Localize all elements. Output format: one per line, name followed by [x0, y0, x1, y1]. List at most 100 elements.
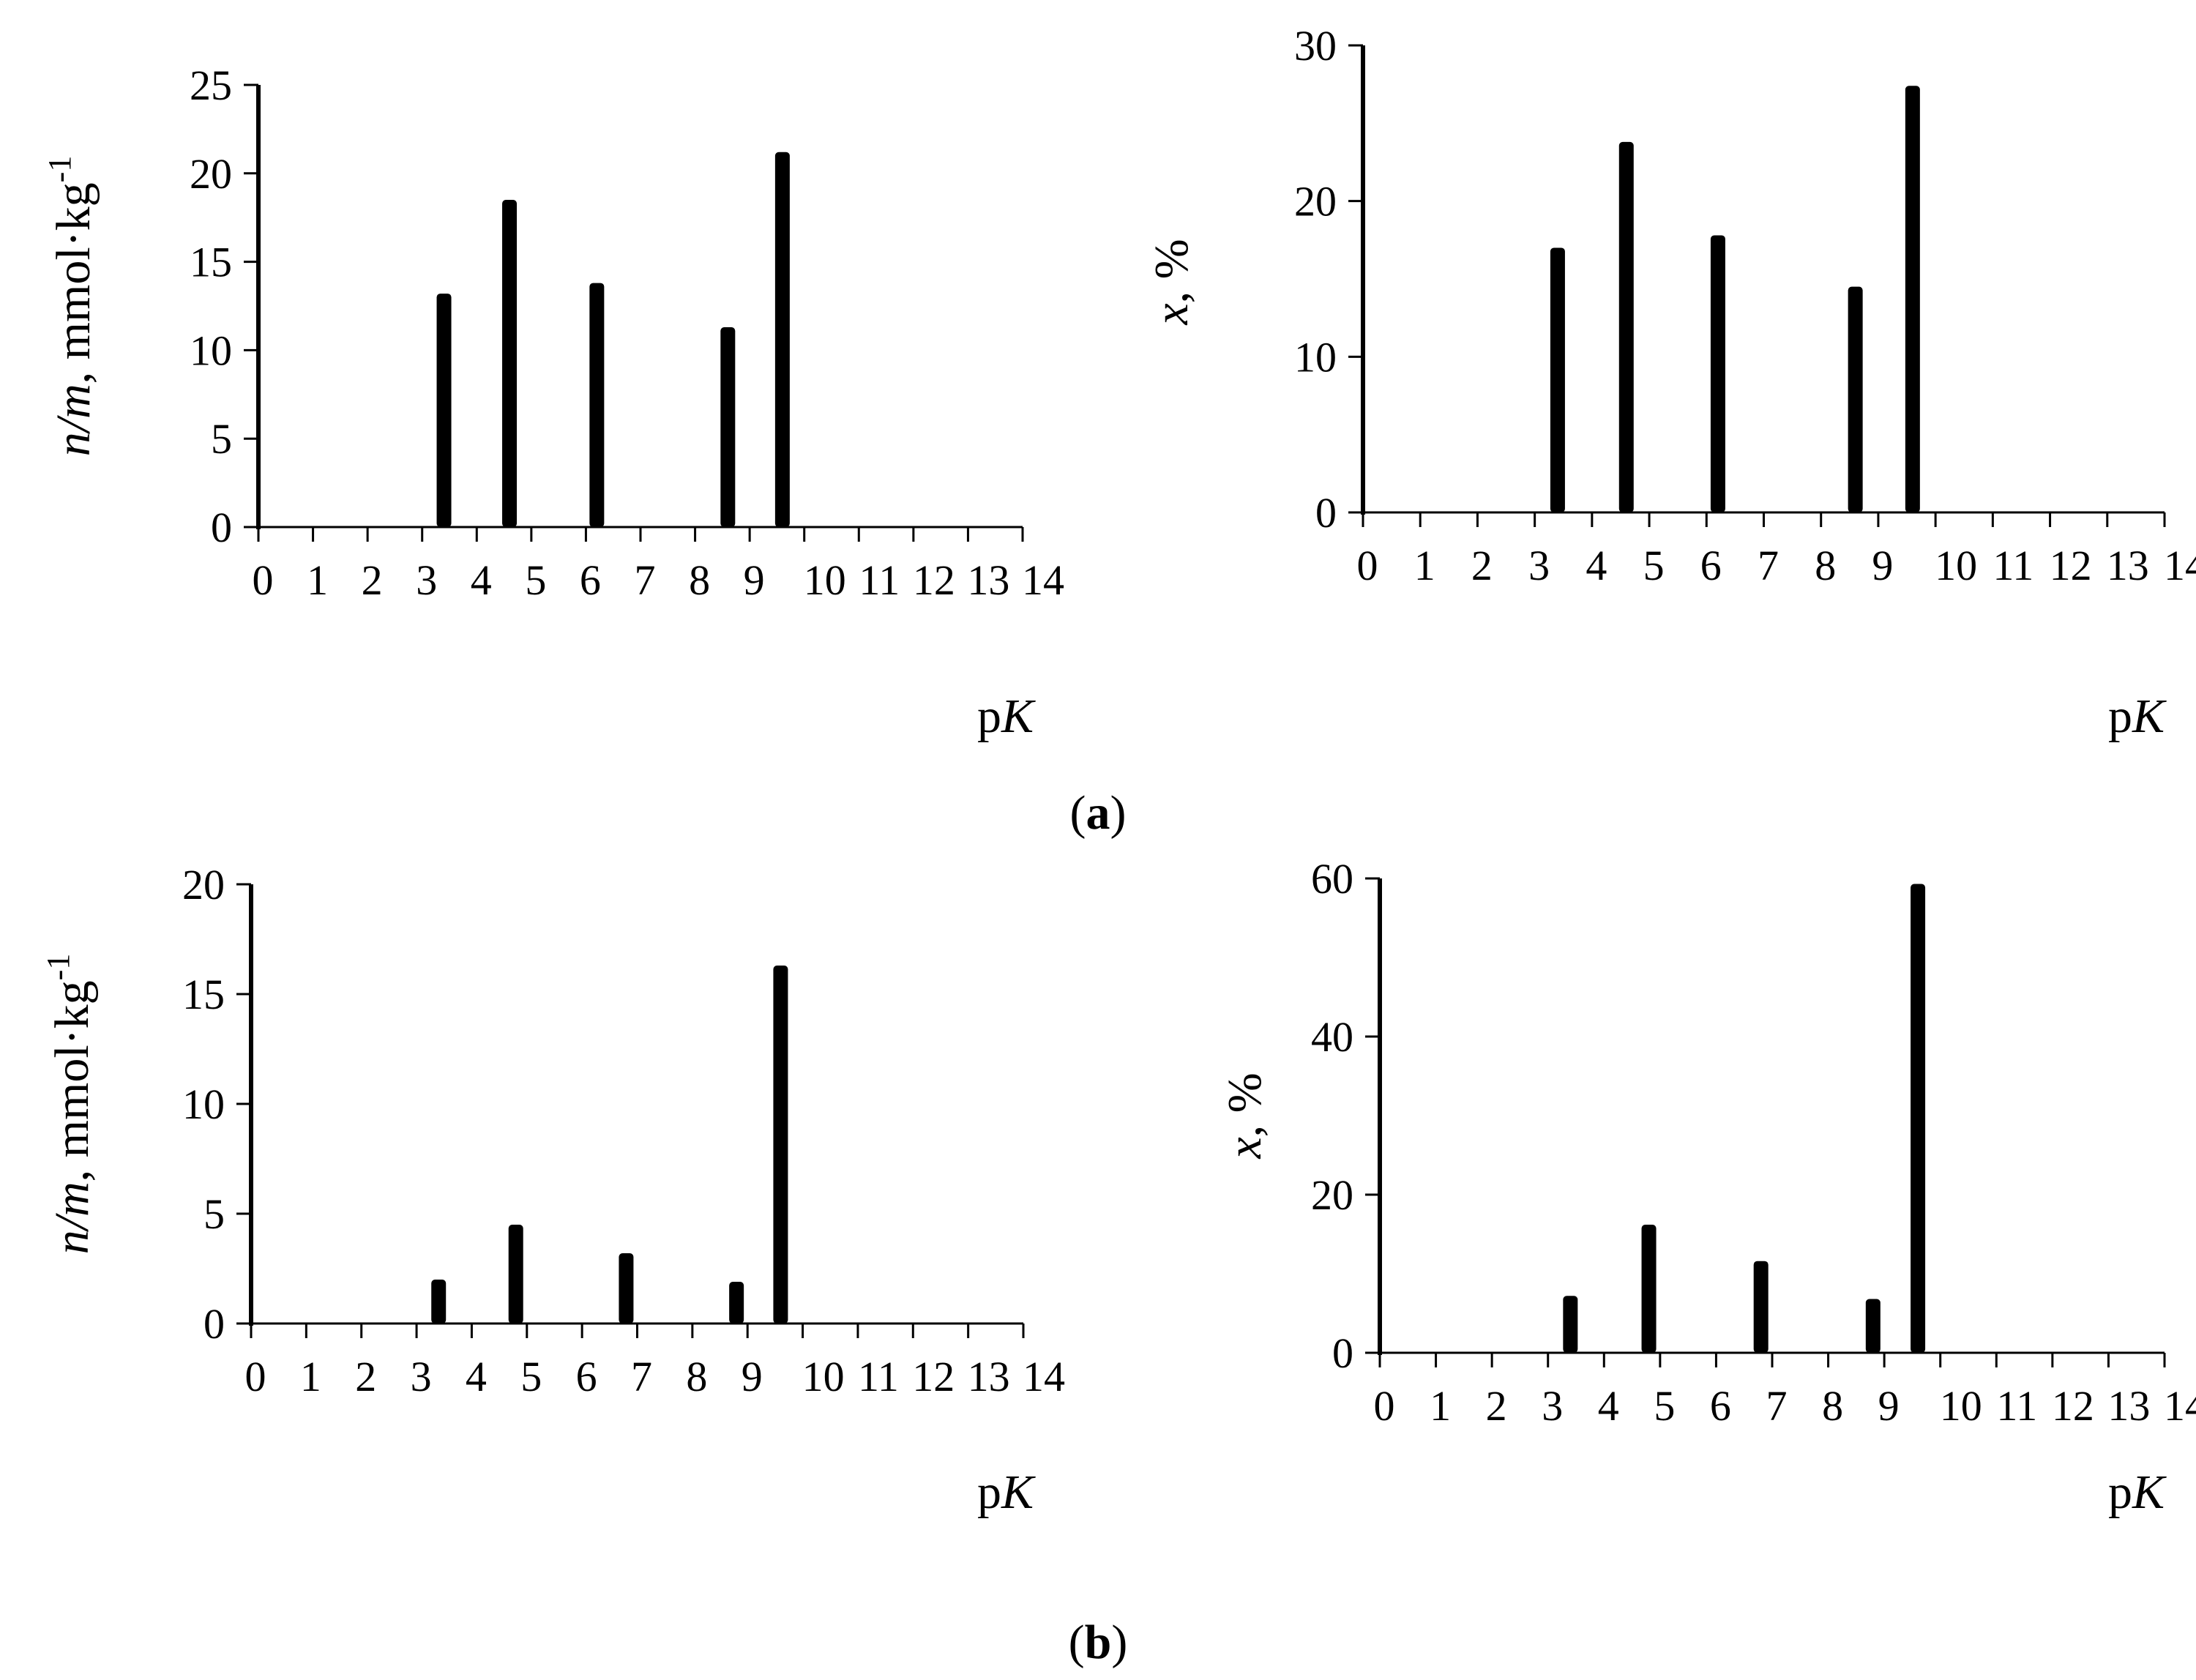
y-axis-title-superscript: -1	[42, 156, 78, 183]
y-axis-title-symbol: n/m	[47, 384, 100, 456]
y-tick-label: 15	[190, 239, 232, 286]
x-axis-title: pK	[977, 1466, 1036, 1519]
x-tick-label: 3	[416, 556, 437, 604]
y-tick-label: 0	[1332, 1329, 1353, 1377]
y-tick-label: 20	[190, 150, 232, 198]
x-tick-label: 5	[525, 556, 546, 604]
bar	[773, 966, 788, 1324]
y-axis-title-symbol: x	[1145, 303, 1198, 325]
x-tick-label: 14	[1022, 556, 1064, 604]
y-tick-label: 5	[211, 415, 232, 463]
bar	[720, 326, 736, 527]
x-tick-label: 9	[1872, 542, 1893, 589]
y-axis-title-symbol: n/m	[45, 1181, 99, 1254]
x-tick-label: 13	[2107, 542, 2149, 589]
y-tick-label: 0	[203, 1300, 225, 1348]
x-tick-label: 4	[1598, 1382, 1619, 1430]
bar	[619, 1253, 634, 1324]
x-tick-label: 0	[245, 1353, 266, 1400]
x-tick-label: 5	[1654, 1382, 1675, 1430]
x-tick-label: 7	[631, 1353, 652, 1400]
y-tick-label: 10	[190, 326, 232, 374]
x-tick-label: 12	[913, 556, 955, 604]
bar	[729, 1282, 744, 1324]
y-axis-title-unit: , mmol·kg	[47, 182, 100, 384]
x-tick-label: 7	[1758, 542, 1779, 589]
x-tick-label: 1	[1430, 1382, 1451, 1430]
bar	[1753, 1261, 1769, 1353]
x-tick-label: 11	[859, 556, 900, 604]
x-tick-label: 14	[2164, 1382, 2196, 1430]
bar	[1911, 884, 1926, 1353]
bar	[1618, 141, 1634, 512]
bar	[1848, 286, 1863, 512]
x-tick-label: 9	[1878, 1382, 1900, 1430]
x-tick-label: 14	[1023, 1353, 1065, 1400]
x-tick-label: 7	[635, 556, 656, 604]
x-tick-label: 13	[2107, 1382, 2150, 1430]
x-tick-label: 11	[1996, 1382, 2037, 1430]
bar	[1550, 247, 1565, 512]
y-tick-label: 15	[182, 971, 225, 1018]
x-tick-label: 4	[1586, 542, 1607, 589]
x-tick-label: 5	[1643, 542, 1665, 589]
x-axis-title-symbol: K	[1001, 690, 1036, 743]
bar	[1641, 1225, 1657, 1353]
y-tick-label: 30	[1294, 22, 1337, 70]
x-axis-title: pK	[977, 690, 1036, 743]
x-tick-label: 0	[253, 556, 274, 604]
x-tick-label: 9	[744, 556, 765, 604]
x-tick-label: 12	[912, 1353, 955, 1400]
x-tick-label: 3	[411, 1353, 432, 1400]
bar	[1710, 235, 1725, 512]
x-tick-label: 2	[1471, 542, 1493, 589]
x-tick-label: 9	[742, 1353, 763, 1400]
panel-label-b-close: )	[1111, 1616, 1127, 1669]
x-axis-title: pK	[2108, 690, 2167, 743]
x-tick-label: 2	[355, 1353, 376, 1400]
x-axis-title-prefix: p	[2108, 1466, 2132, 1519]
x-axis-title-prefix: p	[977, 1466, 1001, 1519]
bar	[589, 283, 605, 527]
bar	[1905, 86, 1920, 512]
x-tick-label: 11	[858, 1353, 899, 1400]
bar	[502, 200, 518, 527]
bar	[1865, 1299, 1881, 1353]
x-axis-title-symbol: K	[1001, 1466, 1036, 1519]
x-tick-label: 12	[2052, 1382, 2094, 1430]
bar	[1563, 1296, 1578, 1353]
y-tick-label: 10	[1294, 333, 1337, 381]
panel-label-a-close: )	[1110, 786, 1127, 840]
y-axis-title-unit: , mmol·kg	[45, 980, 99, 1181]
y-tick-label: 0	[211, 504, 232, 551]
x-tick-label: 7	[1766, 1382, 1788, 1430]
y-tick-label: 5	[203, 1190, 225, 1238]
panel-label-b: (b)	[1069, 1616, 1128, 1669]
y-axis-title: x, %	[1218, 1072, 1271, 1159]
y-axis-title-superscript: -1	[40, 954, 76, 981]
x-tick-label: 1	[300, 1353, 321, 1400]
x-axis-title-prefix: p	[977, 690, 1001, 743]
x-axis-title-symbol: K	[2132, 690, 2167, 743]
x-tick-label: 8	[1822, 1382, 1843, 1430]
bar	[508, 1225, 523, 1324]
x-tick-label: 10	[1940, 1382, 1982, 1430]
x-tick-label: 0	[1357, 542, 1378, 589]
y-axis-title-unit: , %	[1145, 239, 1198, 303]
y-tick-label: 10	[182, 1080, 225, 1128]
x-tick-label: 8	[686, 1353, 707, 1400]
x-tick-label: 4	[466, 1353, 487, 1400]
y-tick-label: 0	[1315, 489, 1337, 537]
x-tick-label: 8	[1815, 542, 1836, 589]
x-tick-label: 10	[804, 556, 846, 604]
panel-label-a-open: (	[1070, 786, 1086, 840]
x-tick-label: 13	[967, 556, 1009, 604]
bar	[774, 152, 790, 528]
x-axis-title: pK	[2108, 1466, 2167, 1519]
